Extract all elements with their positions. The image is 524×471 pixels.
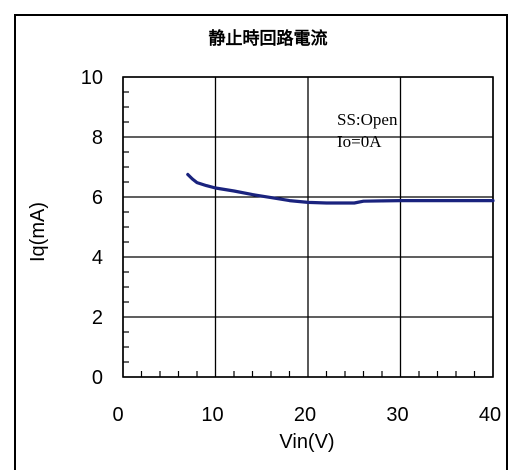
y-axis-label: Iq(mA) <box>27 202 49 262</box>
minor-ticks <box>123 91 476 377</box>
annotation-io: Io=0A <box>337 132 382 151</box>
x-axis-label: Vin(V) <box>279 431 334 453</box>
chart-frame <box>14 14 508 470</box>
grid <box>122 76 494 378</box>
x-tick-label: 40 <box>479 404 501 426</box>
plot-area <box>122 76 494 378</box>
series-layer <box>186 172 495 205</box>
y-tick-label: 0 <box>92 367 103 389</box>
series-line-0 <box>186 172 495 205</box>
x-tick-label: 10 <box>201 404 223 426</box>
x-tick-labels: 0 10 20 30 40 <box>112 404 501 426</box>
y-tick-label: 2 <box>92 307 103 329</box>
x-tick-label: 30 <box>386 404 408 426</box>
y-tick-label: 8 <box>92 127 103 149</box>
y-tick-label: 6 <box>92 187 103 209</box>
annotation-ss-open: SS:Open <box>337 110 398 129</box>
y-tick-label: 4 <box>92 247 103 269</box>
y-tick-label: 10 <box>81 67 103 89</box>
chart-title: 静止時回路電流 <box>209 28 328 49</box>
x-tick-label: 0 <box>112 404 123 426</box>
y-tick-labels: 0 2 4 6 8 10 <box>81 67 103 389</box>
x-tick-label: 20 <box>294 404 316 426</box>
